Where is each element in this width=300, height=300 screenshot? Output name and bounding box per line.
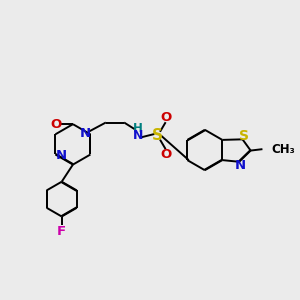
Text: F: F [57,225,66,238]
Text: N: N [132,129,143,142]
Text: N: N [56,148,67,162]
Text: N: N [235,159,246,172]
Text: N: N [80,127,91,140]
Text: O: O [160,148,172,161]
Text: S: S [152,128,163,143]
Text: CH₃: CH₃ [272,143,295,156]
Text: H: H [133,122,142,135]
Text: O: O [50,118,62,131]
Text: O: O [160,111,172,124]
Text: S: S [239,129,249,143]
